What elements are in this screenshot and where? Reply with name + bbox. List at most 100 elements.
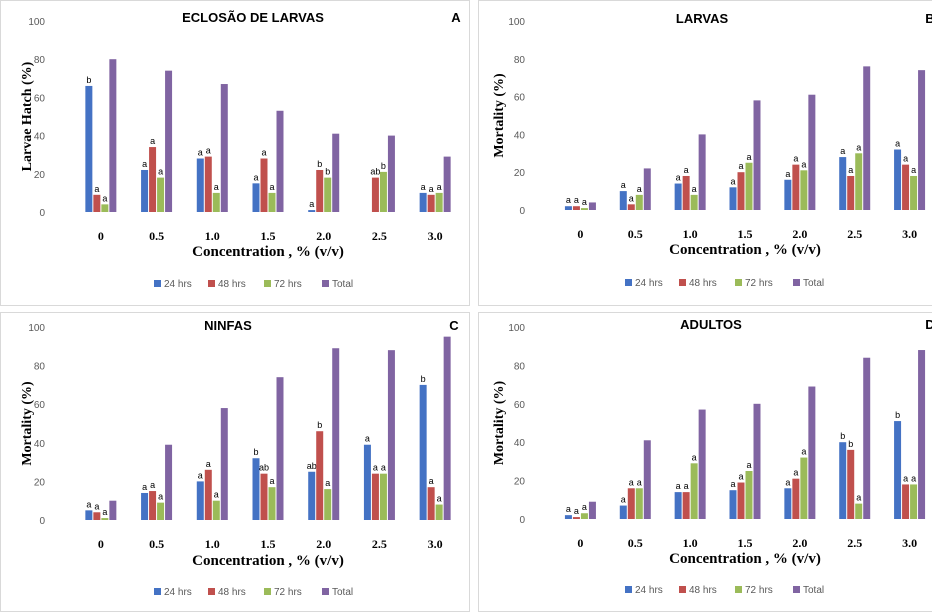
bar xyxy=(839,442,847,519)
x-tick-label: 2.0 xyxy=(316,229,331,243)
legend-label: 24 hrs xyxy=(635,585,663,596)
significance-label: a xyxy=(840,146,845,156)
y-tick-label: 60 xyxy=(514,93,526,104)
x-tick-label: 0 xyxy=(577,536,583,550)
y-tick-label: 40 xyxy=(514,130,526,141)
bar xyxy=(792,478,800,519)
x-tick-label: 1.5 xyxy=(738,227,753,241)
x-tick-label: 2.0 xyxy=(792,227,807,241)
significance-label: a xyxy=(94,501,99,511)
significance-label: a xyxy=(429,476,434,486)
bar xyxy=(847,175,855,210)
significance-label: a xyxy=(373,463,378,473)
bar xyxy=(109,59,117,213)
bar xyxy=(85,510,93,520)
significance-label: a xyxy=(801,159,806,169)
significance-label: b xyxy=(421,374,426,384)
bar xyxy=(260,158,268,212)
bar xyxy=(800,170,808,210)
significance-label: a xyxy=(848,165,853,175)
significance-label: a xyxy=(269,476,274,486)
y-tick-label: 20 xyxy=(514,168,526,179)
significance-label: a xyxy=(684,481,689,491)
y-tick-label: 80 xyxy=(514,55,526,66)
bar xyxy=(729,490,737,519)
panel-letter: B xyxy=(925,11,932,26)
chart-title: NINFAS xyxy=(204,318,252,333)
significance-label: a xyxy=(684,165,689,175)
significance-label: a xyxy=(437,182,442,192)
bar xyxy=(324,489,332,520)
legend-swatch xyxy=(625,279,632,286)
significance-label: a xyxy=(150,480,155,490)
significance-label: a xyxy=(785,169,790,179)
bar xyxy=(212,500,220,520)
y-tick-label: 20 xyxy=(34,170,46,181)
significance-label: a xyxy=(206,459,211,469)
x-tick-label: 1.0 xyxy=(205,537,220,551)
significance-label: a xyxy=(911,165,916,175)
significance-label: ab xyxy=(370,167,380,177)
bar xyxy=(332,133,340,212)
bar xyxy=(690,463,698,519)
x-axis-label: Concentration , % (v/v) xyxy=(669,242,821,258)
bar xyxy=(379,171,387,212)
chart-title: LARVAS xyxy=(676,11,729,26)
bar xyxy=(698,134,706,210)
bar xyxy=(737,172,745,210)
bar xyxy=(435,192,443,212)
y-axis-label: Mortality (%) xyxy=(20,381,35,466)
bar xyxy=(580,208,588,210)
legend-swatch xyxy=(208,588,215,595)
bar xyxy=(847,449,855,519)
bar xyxy=(682,175,690,210)
significance-label: a xyxy=(785,477,790,487)
bar xyxy=(316,169,324,212)
significance-label: a xyxy=(94,184,99,194)
bar xyxy=(379,473,387,520)
significance-label: a xyxy=(214,490,219,500)
significance-label: b xyxy=(86,75,91,85)
x-tick-label: 3.0 xyxy=(902,536,917,550)
bar xyxy=(580,513,588,519)
significance-label: a xyxy=(621,495,626,505)
legend-swatch xyxy=(793,586,800,593)
chart-svg: ADULTOSD020406080100aaa0aaa0.5aaa1.0aaa1… xyxy=(492,317,932,596)
significance-label: a xyxy=(214,182,219,192)
bar xyxy=(371,473,379,520)
x-axis-label: Concentration , % (v/v) xyxy=(669,551,821,567)
significance-label: b xyxy=(317,159,322,169)
bar xyxy=(808,94,816,210)
significance-label: a xyxy=(903,154,908,164)
x-axis-label: Concentration , % (v/v) xyxy=(192,553,344,569)
bar xyxy=(643,440,651,519)
bar xyxy=(308,210,316,212)
significance-label: a xyxy=(142,482,147,492)
bar xyxy=(268,192,276,212)
y-tick-label: 80 xyxy=(34,362,46,373)
x-tick-label: 1.5 xyxy=(261,229,276,243)
bar xyxy=(252,458,260,520)
bar xyxy=(627,488,635,519)
bar xyxy=(643,168,651,210)
significance-label: a xyxy=(150,136,155,146)
bar xyxy=(308,471,316,520)
y-axis-label: Mortality (%) xyxy=(492,380,507,465)
legend-label: Total xyxy=(332,279,353,290)
significance-label: b xyxy=(317,420,322,430)
bar xyxy=(674,183,682,210)
y-tick-label: 60 xyxy=(514,400,526,411)
x-tick-label: 3.0 xyxy=(428,229,443,243)
bar xyxy=(800,457,808,519)
significance-label: a xyxy=(102,507,107,517)
bar xyxy=(572,206,580,210)
x-tick-label: 3.0 xyxy=(902,227,917,241)
significance-label: a xyxy=(793,468,798,478)
significance-label: a xyxy=(730,479,735,489)
y-axis-label: Larvae Hatch (%) xyxy=(20,61,35,171)
chart-panel-b: LARVASB020406080100aaa0aaa0.5aaa1.0aaa1.… xyxy=(478,0,932,306)
legend-label: 48 hrs xyxy=(218,587,246,598)
legend-swatch xyxy=(322,280,329,287)
x-tick-label: 0 xyxy=(98,229,104,243)
